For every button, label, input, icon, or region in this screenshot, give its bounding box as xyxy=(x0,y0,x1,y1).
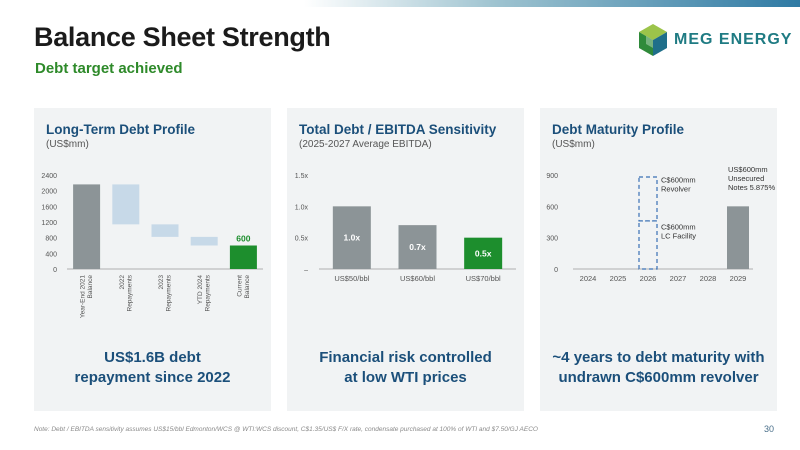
y-tick-label: 0.5x xyxy=(295,236,309,243)
panel-title: Total Debt / EBITDA Sensitivity xyxy=(299,122,497,137)
x-tick-label: 2029 xyxy=(730,274,747,283)
annotation-lc-facility: C$600mm LC Facility xyxy=(661,222,696,240)
footer-line: at low WTI prices xyxy=(344,369,467,386)
page-title: Balance Sheet Strength xyxy=(34,22,331,52)
revolver-dashed-box xyxy=(638,176,658,222)
bar-2029 xyxy=(727,206,749,269)
bar-value-label: 0.7x xyxy=(409,242,426,252)
y-tick-label: 1.5x xyxy=(295,173,309,180)
panel-title: Debt Maturity Profile xyxy=(552,122,685,137)
panel-footer: US$1.6B debt repayment since 2022 xyxy=(34,348,271,388)
footer-line: repayment since 2022 xyxy=(74,369,231,386)
footnote: Note: Debt / EBITDA sensitivity assumes … xyxy=(34,426,538,433)
bar-4 xyxy=(190,236,218,246)
page-number: 30 xyxy=(764,424,775,434)
panel-footer: ~4 years to debt maturity with undrawn C… xyxy=(540,348,777,388)
annotation-notes: US$600mm Unsecured Notes 5.875% xyxy=(728,165,775,192)
bar-value-label: 1.0x xyxy=(344,233,361,243)
panel-subtitle: (2025-2027 Average EBITDA) xyxy=(299,139,432,150)
y-tick-label: 1200 xyxy=(41,220,57,227)
lc-facility-dashed-box xyxy=(638,220,658,270)
y-tick-label: 1.0x xyxy=(295,204,309,211)
x-tick-label: 2025 xyxy=(610,274,627,283)
x-tick-label: Year-End 2021Balance xyxy=(80,275,95,319)
x-tick-label: 2027 xyxy=(670,274,687,283)
x-tick-label: CurrentBalance xyxy=(236,275,251,299)
x-tick-label: 2028 xyxy=(700,274,717,283)
x-tick-label: 2024 xyxy=(580,274,597,283)
bar-3 xyxy=(151,224,179,237)
company-logo: MEG ENERGY xyxy=(636,22,791,58)
y-tick-label: 400 xyxy=(45,251,57,258)
footer-line: US$1.6B debt xyxy=(104,349,201,366)
panel-debt-maturity: Debt Maturity Profile (US$mm) 0 300 600 900… xyxy=(540,108,777,411)
panel-debt-ebitda: Total Debt / EBITDA Sensitivity (2025-20… xyxy=(287,108,524,411)
page-subtitle: Debt target achieved xyxy=(35,60,183,77)
bar-2 xyxy=(398,225,437,269)
top-gradient-bar xyxy=(0,0,800,7)
panel-title: Long-Term Debt Profile xyxy=(46,122,196,137)
bar-value-label: 0.5x xyxy=(475,248,492,258)
y-tick-label: 2400 xyxy=(41,173,57,180)
panel-long-term-debt: Long-Term Debt Profile (US$mm) 0 400 800 12… xyxy=(34,108,271,411)
bar-2 xyxy=(112,184,140,225)
bar-3 xyxy=(464,237,503,269)
x-tick-label: 2022Repayments xyxy=(119,274,134,311)
bar-1 xyxy=(332,206,371,269)
y-tick-label: 900 xyxy=(546,173,558,180)
sensitivity-bar-chart: – 0.5x 1.0x 1.5x 1.0x US$50/bbl 0.7x US$60/bbl 0… xyxy=(295,173,516,283)
y-tick-label: 0 xyxy=(554,267,558,274)
y-tick-label: 2000 xyxy=(41,189,57,196)
y-tick-label: 300 xyxy=(546,236,558,243)
footer-line: undrawn C$600mm revolver xyxy=(558,369,759,386)
footer-line: Financial risk controlled xyxy=(319,349,492,366)
x-tick-label: 2023Repayments xyxy=(158,274,173,311)
data-label: 600 xyxy=(236,234,250,244)
panel-footer: Financial risk controlled at low WTI pri… xyxy=(287,348,524,388)
bar-1 xyxy=(73,184,101,269)
meg-cube-icon xyxy=(639,24,667,56)
y-tick-label: 1600 xyxy=(41,204,57,211)
waterfall-chart: 0 400 800 1200 1600 2000 2400 Year-End 2021Bala… xyxy=(41,173,263,319)
annotation-revolver: C$600mm Revolver xyxy=(661,175,696,193)
y-tick-label: 800 xyxy=(45,236,57,243)
x-tick-label: YTD 2024Repayments xyxy=(197,274,212,311)
x-tick-label: US$70/bbl xyxy=(466,274,501,283)
maturity-bar-chart: 0 300 600 900 2024 2025 2026 2027 2028 2029 C$600m… xyxy=(546,165,775,283)
panel-subtitle: (US$mm) xyxy=(46,139,89,150)
footer-line: ~4 years to debt maturity with xyxy=(552,349,765,366)
y-tick-label: 0 xyxy=(53,267,57,274)
x-tick-label: US$60/bbl xyxy=(400,274,435,283)
x-tick-label: 2026 xyxy=(640,274,657,283)
panel-subtitle: (US$mm) xyxy=(552,139,595,150)
y-tick-label: 600 xyxy=(546,204,558,211)
logo-wordmark: MEG ENERGY xyxy=(674,31,793,48)
bar-5 xyxy=(229,245,257,269)
y-tick-label: – xyxy=(304,267,308,274)
x-tick-label: US$50/bbl xyxy=(334,274,369,283)
